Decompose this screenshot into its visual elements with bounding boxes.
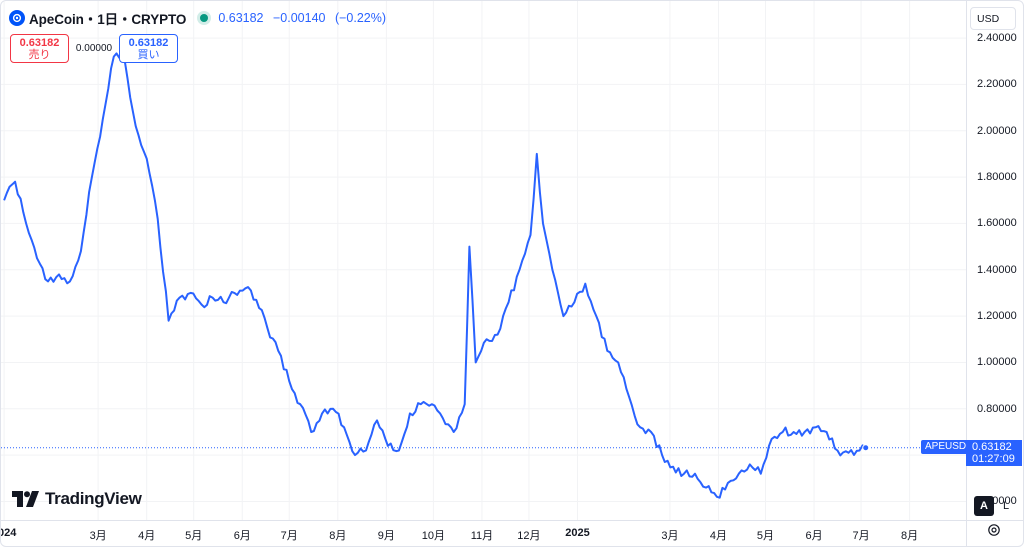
buy-price: 0.63182 [128, 36, 169, 49]
last-price-value: 0.63182 [218, 11, 264, 25]
time-tick-label: 4月 [138, 530, 156, 542]
auto-scale-button[interactable]: A [974, 496, 994, 516]
price-series-line[interactable] [3, 52, 867, 499]
axis-corner [966, 520, 1023, 546]
time-tick-label: 12月 [517, 530, 541, 542]
sell-label: 売り [28, 48, 51, 61]
time-tick-label: 10月 [421, 530, 445, 542]
currency-button[interactable]: USD [970, 7, 1016, 30]
sell-button[interactable]: 0.63182 売り [10, 34, 69, 63]
symbol-price-tag: APEUSD [921, 439, 971, 454]
buy-label: 買い [137, 48, 160, 61]
time-axis[interactable]: 2024 3月 4月 5月 6月 7月 8月 9月 10月 11月 12月 2025 3月 4月 5月 6月 7… [1, 520, 966, 546]
trade-buttons: 0.63182 売り 0.00000 0.63182 買い [10, 34, 178, 63]
change-value: −0.00140 [273, 11, 326, 25]
last-point-marker [862, 444, 870, 452]
symbol-title[interactable]: ApeCoin・1日・CRYPTO [29, 12, 187, 27]
time-tick-label: 2025 [565, 527, 590, 539]
time-tick-label: 3月 [89, 530, 107, 542]
time-tick-label: 8月 [901, 530, 919, 542]
last-price-label-value: 0.63182 [972, 440, 1012, 453]
tradingview-logo-icon [12, 491, 39, 507]
time-tick-label: 11月 [470, 530, 494, 542]
market-status-icon[interactable] [200, 14, 209, 22]
quote-values: 0.63182 −0.00140 (−0.22%) [218, 11, 392, 25]
time-tick-label: 9月 [377, 530, 395, 542]
time-tick-label: 6月 [233, 530, 251, 542]
price-tick-label: 1.20000 [977, 310, 1017, 323]
time-tick-label: 2024 [1, 527, 17, 539]
legend: ApeCoin・1日・CRYPTO 0.63182 −0.00140 (−0.2… [9, 9, 392, 27]
spread-value: 0.00000 [75, 43, 113, 54]
buy-button[interactable]: 0.63182 買い [119, 34, 178, 63]
time-tick-label: 8月 [329, 530, 347, 542]
time-tick-label: 4月 [709, 530, 728, 542]
price-tick-label: 1.60000 [977, 217, 1017, 230]
last-price-label: 0.63182 01:27:09 [966, 439, 1022, 466]
change-percent: (−0.22%) [334, 11, 387, 25]
time-tick-label: 6月 [805, 530, 823, 542]
gear-icon[interactable] [987, 523, 1001, 537]
time-tick-label: 3月 [661, 530, 679, 542]
sell-price: 0.63182 [19, 36, 60, 49]
log-scale-button[interactable]: L [1002, 500, 1010, 512]
price-tick-label: 1.40000 [977, 263, 1017, 276]
time-tick-label: 7月 [280, 530, 298, 542]
price-tick-label: 2.20000 [977, 78, 1017, 91]
price-tick-label: 1.80000 [977, 171, 1017, 184]
price-tick-label: 2.40000 [977, 32, 1017, 45]
price-tick-label: 0.80000 [977, 402, 1017, 415]
time-tick-label: 7月 [852, 530, 870, 542]
apecoin-icon [9, 10, 25, 26]
time-tick-label: 5月 [756, 530, 775, 542]
price-tick-label: 1.00000 [977, 356, 1017, 369]
logo-text: TradingView [45, 489, 142, 508]
time-tick-label: 5月 [185, 530, 203, 542]
plot-area[interactable] [1, 1, 966, 520]
price-tick-label: 2.00000 [977, 124, 1017, 137]
bar-countdown: 01:27:09 [972, 452, 1015, 465]
tradingview-logo[interactable]: TradingView [12, 489, 142, 509]
